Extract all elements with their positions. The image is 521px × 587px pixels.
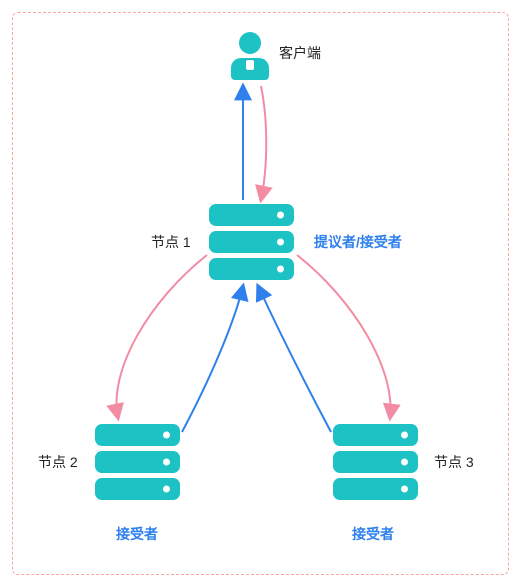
server-node-3 [333,424,418,500]
server-node-2 [95,424,180,500]
node1-label: 节点 1 [151,232,191,252]
node2-role: 接受者 [116,524,158,544]
node3-label: 节点 3 [434,452,474,472]
client-label: 客户端 [279,43,321,63]
node1-role: 提议者/接受者 [314,232,402,252]
server-node-1 [209,204,294,280]
node3-role: 接受者 [352,524,394,544]
diagram-canvas: 客户端 节点 1 提议者/接受者 节点 2 接受者 节点 3 接受者 [0,0,521,587]
client-avatar [231,32,269,80]
node2-label: 节点 2 [38,452,78,472]
dashed-frame [12,12,509,575]
